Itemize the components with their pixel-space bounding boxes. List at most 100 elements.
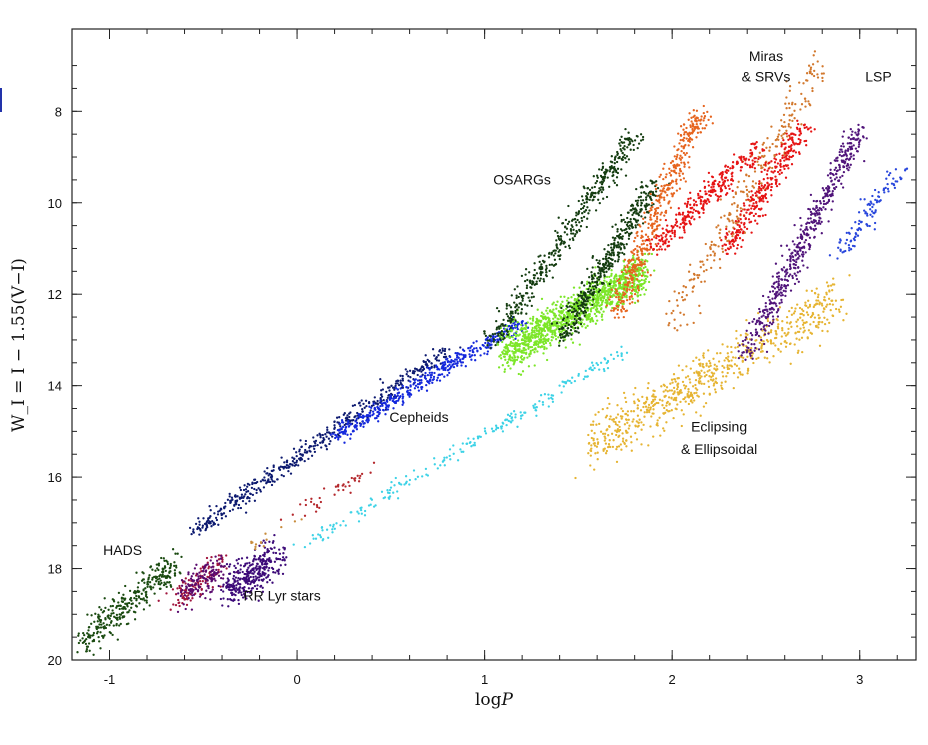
data-point [405,480,408,483]
data-point [443,375,446,378]
data-point [573,379,577,383]
data-point [570,338,573,341]
data-point [162,583,166,587]
data-point [657,206,660,210]
data-point [576,314,579,317]
data-point [554,303,557,307]
data-point [210,555,213,559]
data-point [794,102,797,106]
data-point [359,507,362,510]
data-point [681,172,685,175]
data-point [540,271,543,275]
data-point [654,187,658,191]
data-point [634,236,637,240]
data-point [576,297,579,301]
data-point [169,566,172,569]
data-point [651,201,654,205]
data-point [525,336,528,340]
data-point [84,642,88,646]
data-point [633,301,637,305]
data-point [556,234,560,238]
data-point [544,315,547,318]
data-point [253,554,256,558]
data-point [670,312,673,315]
data-point [344,524,347,527]
data-point [361,420,364,423]
data-point [540,330,543,333]
data-point [438,350,441,353]
data-point [557,254,560,257]
data-point [396,490,399,493]
data-point [240,557,244,560]
data-point [337,483,340,487]
data-point [499,425,503,428]
data-point [512,410,516,413]
data-point [609,280,612,284]
data-point [272,540,275,543]
data-point [534,340,537,343]
data-point [543,324,547,327]
data-point [631,251,634,254]
data-point [397,383,401,387]
data-point [668,183,671,186]
data-point [165,575,169,578]
data-point [360,399,363,402]
data-point [111,633,114,637]
data-point [248,579,251,583]
data-point [601,178,605,181]
data-point [629,291,633,295]
data-point [620,270,624,274]
data-point [452,444,455,447]
data-point [443,349,447,353]
data-point [380,395,384,398]
series-10 [483,127,671,350]
data-point [169,608,172,611]
data-point [621,151,624,155]
data-point [624,174,628,177]
data-point [650,223,654,226]
data-point [603,274,606,277]
data-point [639,195,643,198]
data-point [255,488,258,492]
data-point [144,587,147,590]
data-point [633,266,636,269]
data-point [669,161,673,165]
data-point [636,291,639,294]
data-point [504,358,507,361]
data-point [691,125,695,128]
data-point [238,571,242,574]
data-point [211,588,214,591]
data-point [617,156,620,160]
data-point [563,328,566,332]
data-point [617,258,620,261]
data-point [546,339,550,343]
data-point [692,109,695,112]
data-point [612,357,615,361]
data-point [408,478,412,482]
data-point [372,461,376,464]
data-point [619,144,622,147]
data-point [456,364,459,367]
data-point [745,188,749,192]
data-point [215,568,218,572]
data-point [347,420,350,423]
data-point [625,289,629,292]
data-point [520,320,524,323]
data-point [602,263,605,266]
data-point [266,558,269,561]
data-point [335,434,338,437]
data-point [663,198,666,202]
data-point [616,251,620,254]
data-point [258,555,262,558]
data-point [621,358,624,362]
data-point [233,564,236,568]
data-point [252,575,255,579]
data-point [245,579,248,582]
data-point [651,226,654,230]
data-point [448,448,452,451]
data-point [556,231,559,234]
data-point [397,399,400,402]
data-point [608,251,611,254]
data-point [494,335,497,338]
data-point [353,415,356,419]
